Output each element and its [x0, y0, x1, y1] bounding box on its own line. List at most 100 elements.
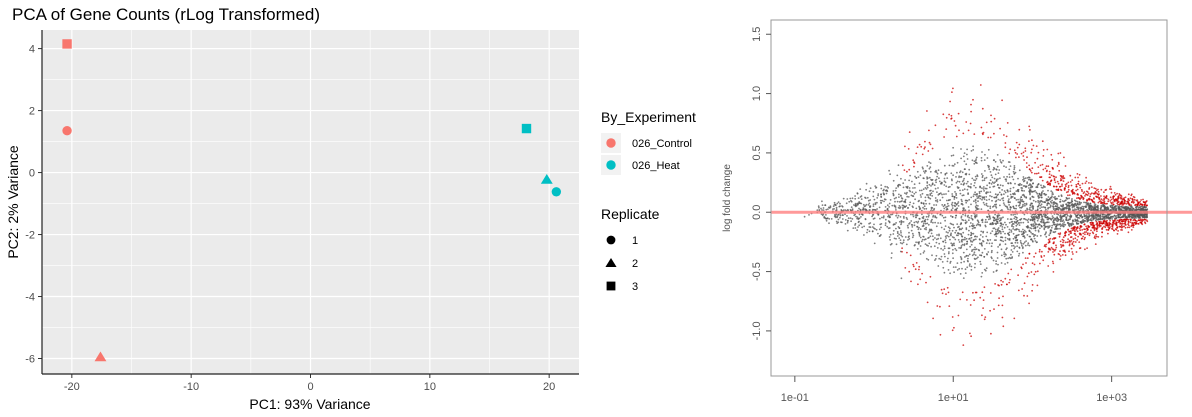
- pca-title: PCA of Gene Counts (rLog Transformed): [12, 5, 320, 24]
- ma-point: [1084, 236, 1086, 239]
- ma-point: [1012, 186, 1015, 189]
- ma-point: [963, 188, 966, 191]
- ma-point: [1101, 213, 1104, 216]
- ma-point: [952, 174, 954, 177]
- ma-point: [1057, 232, 1060, 235]
- ma-point: [847, 219, 849, 222]
- ma-point: [1064, 206, 1067, 209]
- ma-point: [986, 231, 989, 234]
- ma-point: [919, 245, 922, 247]
- ma-point: [879, 217, 881, 220]
- ma-point: [895, 227, 897, 230]
- ma-point: [970, 269, 973, 271]
- ma-point: [1037, 151, 1040, 154]
- ma-point: [1035, 191, 1038, 194]
- ma-point: [1029, 186, 1032, 189]
- ma-point: [1098, 196, 1101, 199]
- ma-point: [950, 114, 953, 117]
- ma-point: [1048, 234, 1051, 237]
- ma-point: [1036, 270, 1039, 273]
- ma-point: [955, 229, 958, 232]
- ma-point: [934, 221, 936, 224]
- ma-point: [1103, 220, 1106, 223]
- ma-point: [1038, 202, 1041, 205]
- ma-point: [1139, 200, 1141, 203]
- ma-point: [876, 208, 878, 210]
- ma-point: [998, 191, 1001, 194]
- ma-point: [967, 233, 970, 236]
- ma-point: [1028, 125, 1031, 128]
- ma-point: [1031, 240, 1034, 242]
- ma-point: [937, 222, 939, 224]
- pca-point: [62, 39, 72, 49]
- ma-point: [1032, 182, 1034, 185]
- ma-point: [1040, 176, 1042, 179]
- ma-point: [907, 239, 909, 241]
- ma-point: [1019, 200, 1022, 202]
- ma-point: [967, 260, 969, 263]
- ma-point: [993, 177, 996, 180]
- ma-point: [1049, 229, 1052, 231]
- ma-point: [990, 174, 993, 177]
- ma-point: [871, 215, 873, 218]
- ma-point: [1036, 235, 1039, 237]
- ma-point: [1130, 216, 1133, 218]
- ma-point: [1022, 155, 1025, 157]
- ma-point: [1116, 205, 1118, 207]
- ma-point: [947, 226, 950, 229]
- ma-point: [1045, 208, 1047, 211]
- ma-point: [954, 202, 956, 204]
- ma-point: [1092, 224, 1095, 227]
- ma-point: [1056, 216, 1058, 219]
- ma-point: [1113, 205, 1116, 208]
- ma-point: [1095, 220, 1098, 223]
- ma-point: [926, 165, 929, 167]
- ma-point: [1024, 204, 1026, 207]
- ma-point: [893, 237, 896, 240]
- ma-point: [997, 215, 1000, 217]
- ma-point: [1082, 235, 1084, 238]
- ma-point: [1115, 221, 1118, 224]
- ma-point: [1022, 151, 1025, 154]
- ma-point: [1039, 201, 1041, 204]
- ma-point: [972, 195, 975, 198]
- ma-point: [953, 326, 955, 329]
- ma-point: [1100, 188, 1103, 191]
- ma-point: [1045, 235, 1048, 238]
- ma-point: [1107, 216, 1110, 219]
- ma-point: [1116, 197, 1119, 200]
- ma-point: [1026, 234, 1029, 236]
- ma-point: [899, 250, 902, 253]
- ma-point: [962, 251, 965, 254]
- ma-point: [1118, 220, 1121, 223]
- ma-point: [967, 185, 970, 188]
- ma-point: [983, 268, 986, 271]
- ma-point: [942, 216, 945, 219]
- ma-point: [971, 227, 974, 230]
- ma-point: [1140, 199, 1142, 201]
- ma-point: [1025, 162, 1028, 164]
- ma-point: [985, 196, 988, 198]
- ma-point: [1033, 255, 1035, 258]
- ma-point: [915, 214, 918, 217]
- ma-y-tick-label: 0.5: [751, 145, 763, 160]
- ma-point: [961, 291, 964, 294]
- ma-point: [914, 244, 916, 246]
- ma-point: [1010, 195, 1013, 198]
- ma-point: [888, 202, 891, 205]
- ma-x-tick-label: 1e-01: [781, 392, 809, 404]
- ma-point: [900, 231, 902, 234]
- ma-point: [1000, 232, 1002, 235]
- ma-point: [1044, 194, 1047, 196]
- ma-point: [912, 202, 915, 205]
- ma-point: [1033, 273, 1036, 276]
- ma-point: [908, 131, 911, 134]
- ma-point: [978, 192, 981, 195]
- ma-point: [1010, 213, 1013, 216]
- ma-point: [1017, 228, 1020, 231]
- ma-point: [1139, 219, 1142, 222]
- ma-point: [833, 214, 836, 216]
- ma-point: [968, 216, 971, 219]
- ma-point: [961, 200, 963, 203]
- ma-point: [956, 269, 959, 271]
